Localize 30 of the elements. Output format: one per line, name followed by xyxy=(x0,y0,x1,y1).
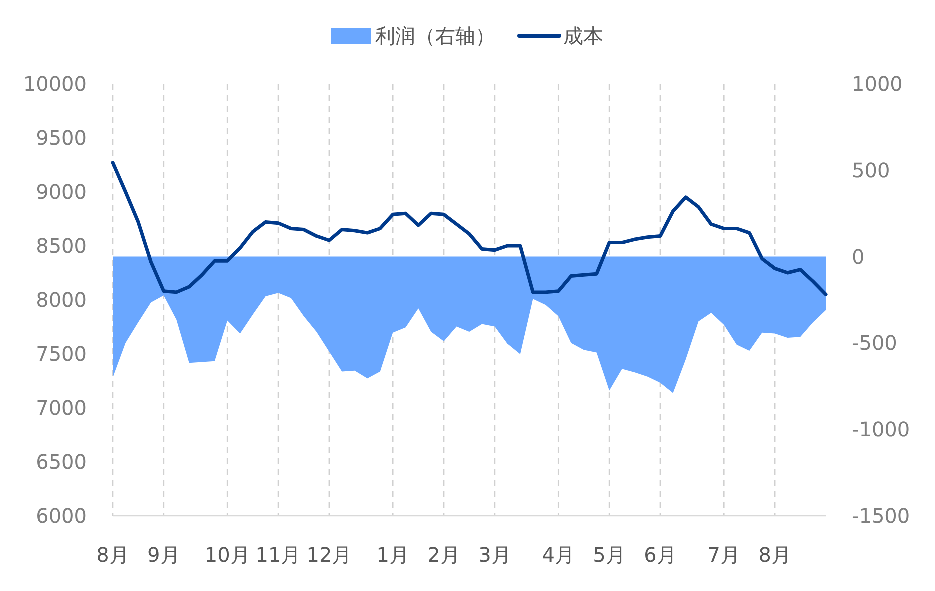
x-tick-label: 6月 xyxy=(644,543,677,567)
y2-tick-label: 0 xyxy=(852,244,865,269)
y-tick-label: 9000 xyxy=(36,180,87,204)
x-tick-label: 3月 xyxy=(478,543,512,567)
y2-tick-label: -1500 xyxy=(852,504,910,528)
x-tick-label: 4月 xyxy=(542,543,575,567)
y-tick-label: 9500 xyxy=(36,126,87,150)
x-tick-label: 1月 xyxy=(376,543,410,567)
x-tick-label: 10月 xyxy=(204,543,250,567)
y-tick-label: 10000 xyxy=(23,72,87,96)
y-tick-label: 6500 xyxy=(36,450,87,474)
x-tick-label: 5月 xyxy=(593,543,626,567)
x-tick-label: 12月 xyxy=(306,543,352,567)
y2-tick-label: 500 xyxy=(852,158,890,182)
x-tick-label: 8月 xyxy=(758,543,792,567)
x-tick-label: 7月 xyxy=(708,543,741,567)
x-tick-label: 8月 xyxy=(96,543,130,567)
x-tick-label: 9月 xyxy=(148,543,180,567)
legend-label: 成本 xyxy=(564,24,604,48)
y-tick-label: 7500 xyxy=(36,342,87,366)
y2-tick-label: 1000 xyxy=(852,72,903,96)
y-tick-label: 8000 xyxy=(36,288,87,312)
y2-tick-label: -500 xyxy=(852,331,898,356)
x-tick-label: 11月 xyxy=(256,543,302,567)
y2-tick-label: -1000 xyxy=(852,418,910,442)
y-tick-label: 8500 xyxy=(36,234,87,258)
x-tick-label: 2月 xyxy=(428,543,460,567)
legend-label: 利润（右轴） xyxy=(376,24,496,48)
y-tick-label: 7000 xyxy=(36,396,87,420)
y-tick-label: 6000 xyxy=(36,504,87,528)
